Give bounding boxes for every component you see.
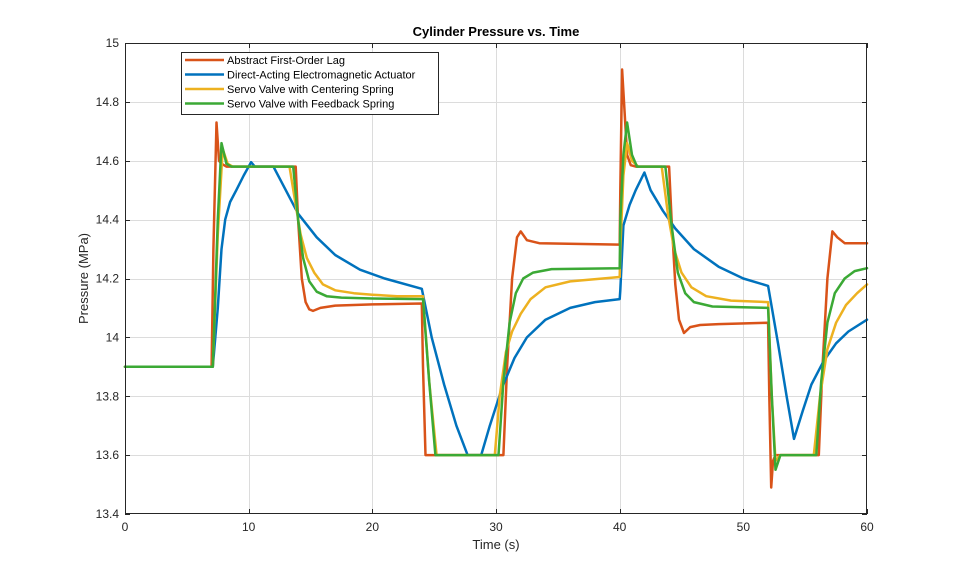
grid <box>125 43 867 514</box>
ticks: 0 10 20 30 40 50 60 13.4 13.6 13.8 14 14.2 14.4 14.6 1… <box>96 36 874 534</box>
chart-title: Cylinder Pressure vs. Time <box>413 24 580 39</box>
legend-label: Servo Valve with Feedback Spring <box>227 99 394 111</box>
series-layer <box>123 68 869 489</box>
y-tick-label: 15 <box>106 36 120 50</box>
y-tick-label: 14.2 <box>96 272 120 286</box>
x-tick-label: 60 <box>860 520 874 534</box>
legend-item: Servo Valve with Feedback Spring <box>185 99 394 111</box>
x-axis-label: Time (s) <box>472 537 519 552</box>
y-tick-label: 14.4 <box>96 213 120 227</box>
x-tick-label: 20 <box>366 520 380 534</box>
y-tick-label: 13.6 <box>96 448 120 462</box>
x-tick-label: 10 <box>242 520 256 534</box>
y-axis-label: Pressure (MPa) <box>76 233 91 324</box>
x-tick-label: 50 <box>737 520 751 534</box>
legend-box <box>181 52 439 115</box>
x-tick-label: 0 <box>122 520 129 534</box>
y-tick-label: 14 <box>106 330 120 344</box>
legend-item: Servo Valve with Centering Spring <box>185 84 394 96</box>
series-line-3 <box>123 121 869 472</box>
series-line-1 <box>123 160 869 457</box>
y-tick-label: 14.6 <box>96 154 120 168</box>
legend-label: Direct-Acting Electromagnetic Actuator <box>227 70 416 82</box>
legend-item: Direct-Acting Electromagnetic Actuator <box>185 70 416 82</box>
y-tick-label: 13.4 <box>96 507 120 521</box>
legend-label: Abstract First-Order Lag <box>227 55 345 67</box>
legend-label: Servo Valve with Centering Spring <box>227 84 394 96</box>
legend-item: Abstract First-Order Lag <box>185 55 345 67</box>
y-tick-label: 13.8 <box>96 389 120 403</box>
y-tick-label: 14.8 <box>96 95 120 109</box>
x-tick-label: 30 <box>489 520 503 534</box>
legend: Abstract First-Order Lag Direct-Acting El… <box>181 52 439 115</box>
x-tick-label: 40 <box>613 520 627 534</box>
